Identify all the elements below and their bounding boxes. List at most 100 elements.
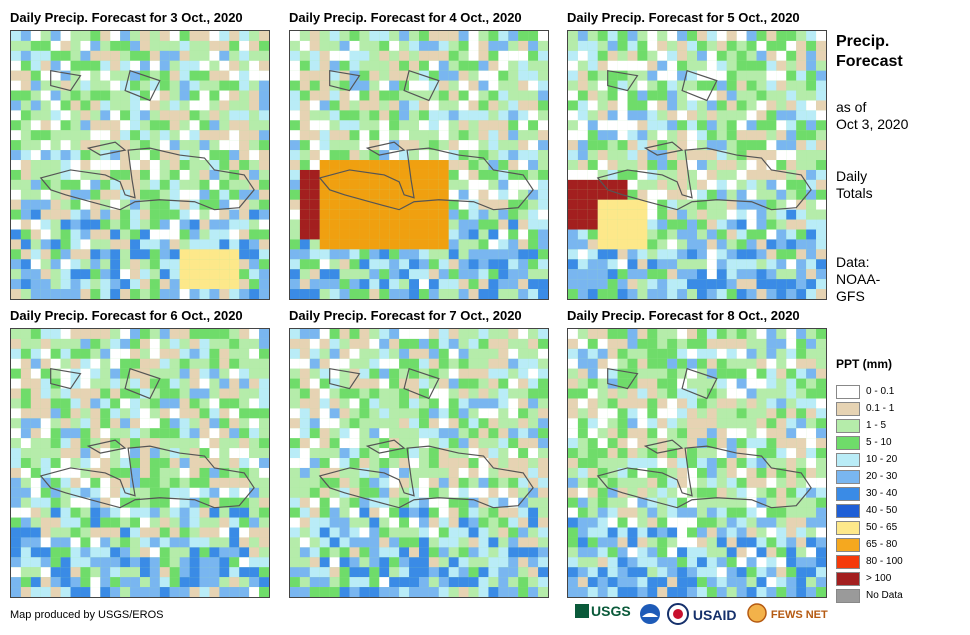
precip-cell	[627, 289, 638, 299]
precip-cell	[359, 150, 370, 161]
precip-cell	[518, 547, 529, 558]
precip-cell	[219, 269, 230, 280]
precip-cell	[120, 358, 131, 369]
precip-cell	[647, 358, 658, 369]
precip-cell	[438, 428, 449, 439]
precip-cell	[70, 577, 81, 588]
precip-cell	[528, 150, 539, 161]
precip-cell	[587, 189, 598, 200]
precip-cell	[239, 249, 250, 260]
precip-cell	[468, 50, 479, 61]
precip-cell	[349, 31, 360, 41]
precip-cell	[40, 477, 51, 488]
footer-credit: Map produced by USGS/EROS	[10, 609, 164, 621]
precip-cell	[179, 527, 190, 538]
precip-cell	[319, 418, 330, 429]
precip-cell	[806, 547, 817, 558]
precip-cell	[468, 140, 479, 151]
precip-cell	[140, 438, 150, 449]
precip-cell	[369, 428, 380, 439]
precip-cell	[518, 229, 529, 240]
precip-cell	[60, 467, 71, 478]
precip-cell	[677, 458, 688, 468]
precip-cell	[796, 80, 807, 91]
precip-cell	[677, 467, 688, 478]
precip-cell	[528, 329, 539, 339]
precip-cell	[249, 249, 260, 260]
precip-cell	[518, 150, 529, 161]
precip-cell	[726, 189, 737, 200]
precip-cell	[319, 338, 330, 349]
precip-cell	[169, 110, 180, 121]
precip-cell	[11, 160, 21, 170]
precip-cell	[159, 398, 170, 409]
precip-cell	[488, 448, 499, 459]
precip-cell	[677, 150, 688, 161]
precip-cell	[409, 517, 419, 528]
precip-cell	[259, 140, 269, 151]
precip-cell	[349, 537, 360, 548]
precip-cell	[736, 418, 747, 429]
precip-cell	[379, 160, 390, 170]
precip-cell	[299, 130, 310, 141]
precip-cell	[706, 140, 717, 151]
precip-cell	[468, 31, 479, 41]
precip-cell	[159, 368, 170, 379]
precip-cell	[229, 577, 240, 588]
precip-cell	[438, 507, 449, 518]
precip-cell	[70, 537, 81, 548]
precip-cell	[657, 60, 668, 71]
precip-cell	[149, 259, 160, 270]
precip-cell	[438, 150, 449, 161]
precip-cell	[80, 428, 91, 439]
precip-cell	[577, 169, 588, 180]
precip-cell	[607, 120, 618, 131]
precip-cell	[379, 398, 390, 409]
precip-cell	[726, 348, 737, 359]
precip-cell	[329, 199, 340, 210]
precip-cell	[617, 358, 628, 369]
precip-cell	[11, 398, 21, 409]
precip-cell	[199, 517, 210, 528]
precip-cell	[299, 497, 310, 508]
precip-cell	[607, 438, 618, 449]
precip-cell	[488, 160, 499, 170]
precip-cell	[110, 348, 121, 359]
precip-cell	[389, 249, 400, 260]
precip-cell	[11, 577, 21, 588]
precip-cell	[498, 348, 509, 359]
precip-cell	[239, 179, 250, 190]
precip-cell	[419, 169, 429, 180]
precip-cell	[329, 398, 340, 409]
precip-cell	[399, 368, 410, 379]
precip-cell	[528, 219, 539, 230]
precip-cell	[627, 259, 638, 270]
precip-cell	[667, 497, 678, 508]
precip-cell	[339, 438, 350, 449]
precip-cell	[239, 100, 250, 111]
precip-cell	[597, 179, 608, 190]
precip-cell	[409, 40, 419, 51]
precip-cell	[438, 100, 449, 111]
precip-cell	[60, 537, 71, 548]
precip-cell	[706, 467, 717, 478]
precip-cell	[159, 329, 170, 339]
precip-cell	[776, 120, 787, 131]
precip-cell	[290, 507, 300, 518]
precip-cell	[607, 60, 618, 71]
precip-cell	[120, 40, 131, 51]
precip-cell	[369, 229, 380, 240]
precip-cell	[169, 199, 180, 210]
precip-cell	[299, 150, 310, 161]
precip-cell	[538, 219, 548, 230]
precip-cell	[50, 547, 61, 558]
precip-cell	[399, 358, 410, 369]
precip-cell	[209, 130, 220, 141]
precip-cell	[617, 398, 628, 409]
precip-cell	[329, 587, 340, 597]
precip-cell	[508, 577, 519, 588]
precip-cell	[219, 199, 230, 210]
precip-cell	[776, 477, 787, 488]
precip-cell	[766, 577, 777, 588]
precip-cell	[776, 40, 787, 51]
